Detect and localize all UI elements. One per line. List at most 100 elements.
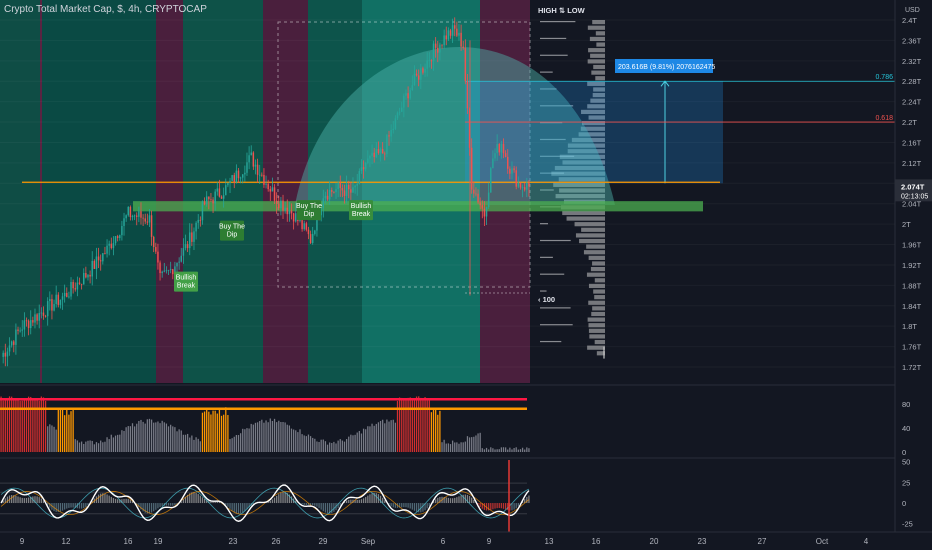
candle-body-69: [146, 221, 149, 223]
profile-bar-49: [594, 295, 605, 300]
ind2-hist-111: [235, 503, 238, 514]
candle-body-17: [36, 314, 38, 321]
ind1-bar-162: [343, 441, 346, 452]
profile-bar-41: [583, 250, 605, 255]
candle-body-244: [517, 182, 520, 187]
ind2-hist-85: [180, 501, 182, 504]
profile-bar-2: [595, 31, 605, 36]
candle-body-180: [381, 148, 384, 154]
ind1-bar-233: [494, 449, 496, 452]
candle-body-156: [331, 190, 333, 192]
profile-bar-37: [581, 227, 605, 232]
candle-body-175: [371, 152, 373, 156]
ind1-bar-143: [303, 435, 305, 452]
candle-body-197: [417, 75, 420, 80]
candle-body-138: [292, 213, 295, 222]
candle-body-12: [25, 320, 28, 322]
ind1-bar-39: [83, 443, 85, 452]
ind1-bar-222: [471, 437, 473, 452]
candle-body-78: [165, 270, 168, 272]
ind1-bar-198: [420, 397, 422, 452]
ind2-hist-100: [212, 501, 214, 504]
candle-body-10: [21, 329, 24, 331]
ind2-hist-217: [460, 495, 462, 504]
profile-bar-5: [588, 48, 605, 53]
ind1-bar-17: [36, 398, 38, 452]
candle-body-242: [513, 168, 515, 171]
ind1-bar-208: [441, 442, 443, 452]
candle-body-126: [267, 183, 269, 190]
candle-body-142: [301, 219, 303, 230]
profile-tick-54: [540, 324, 573, 326]
ind2-hist-192: [407, 503, 409, 508]
candle-body-50: [106, 245, 108, 254]
ind1-bar-122: [259, 420, 261, 452]
candle-body-34: [72, 282, 74, 289]
candle-body-73: [155, 247, 157, 252]
ind2-hist-54: [114, 498, 117, 504]
candle-body-227: [481, 205, 484, 209]
ind1-bar-109: [231, 438, 233, 452]
ind1-bar-79: [167, 426, 170, 452]
profile-bar-16: [581, 109, 605, 115]
ind2-hist-134: [284, 492, 286, 504]
ind2-hist-37: [78, 503, 81, 509]
ind2-hist-8: [17, 496, 19, 504]
ind1-bar-104: [220, 415, 223, 452]
ind1-bar-193: [409, 397, 411, 452]
candle-body-81: [172, 269, 174, 275]
candle-body-154: [326, 195, 329, 200]
ind1-bar-2: [4, 398, 6, 452]
candle-body-239: [506, 156, 509, 169]
candle-body-30: [63, 292, 66, 297]
profile-bar-58: [587, 345, 605, 350]
candle-body-211: [447, 30, 450, 40]
profile-bar-52: [591, 311, 605, 317]
ind2-hist-170: [360, 499, 363, 504]
ind1-bar-91: [193, 439, 195, 452]
ind2-hist-236: [500, 503, 503, 509]
candle-body-87: [184, 244, 187, 249]
ind2-hist-119: [252, 503, 254, 505]
ind1-bar-43: [91, 440, 93, 452]
profile-bar-45: [586, 272, 605, 277]
ind2-hist-207: [439, 497, 441, 504]
profile-tick-51: [540, 307, 571, 309]
candle-body-24: [51, 299, 53, 311]
ind1-bar-58: [123, 430, 125, 452]
background-bands: [0, 0, 895, 383]
indicator-1-pane: [0, 384, 932, 456]
band-2: [42, 0, 156, 383]
ind1-bar-56: [119, 434, 121, 452]
candle-body-96: [203, 201, 206, 205]
candle-body-97: [205, 196, 208, 205]
ind1-bar-165: [350, 434, 352, 452]
ind1-bar-236: [500, 447, 503, 452]
ind1-bar-209: [443, 439, 445, 452]
ind1-bar-248: [526, 447, 528, 452]
ind1-bar-101: [214, 410, 216, 452]
ind1-bar-204: [432, 408, 435, 452]
ind1-bar-97: [206, 407, 208, 452]
signal-box-1: [220, 220, 244, 241]
ind1-bar-28: [59, 408, 62, 452]
ind1-bar-139: [295, 430, 297, 452]
ind2-hist-135: [286, 493, 288, 504]
candle-body-174: [369, 155, 371, 159]
ind2-hist-53: [112, 498, 115, 504]
price-tick-2: 2.32T: [902, 57, 922, 66]
price-tick-0: 2.4T: [902, 16, 917, 25]
ind1-bar-88: [186, 433, 189, 452]
ind1-bar-182: [386, 419, 388, 452]
ind2-hist-102: [216, 501, 218, 504]
ind1-bar-160: [339, 439, 341, 452]
profile-tick-18: [540, 122, 563, 124]
profile-bar-13: [592, 92, 605, 98]
ind2-hist-221: [468, 495, 471, 504]
ind1-bar-221: [468, 437, 471, 452]
ind1-bar-40: [85, 441, 87, 452]
ind1-bar-245: [519, 449, 522, 452]
ind1-bar-48: [102, 442, 104, 452]
ind2-hist-139: [295, 500, 297, 504]
